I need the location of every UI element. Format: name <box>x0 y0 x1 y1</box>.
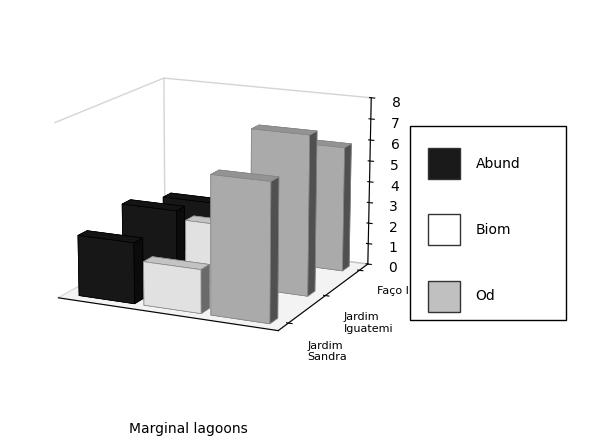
FancyBboxPatch shape <box>410 126 566 320</box>
Text: Od: Od <box>476 289 495 303</box>
Text: Marginal lagoons: Marginal lagoons <box>129 422 248 436</box>
FancyBboxPatch shape <box>428 281 460 312</box>
Text: Biom: Biom <box>476 223 511 237</box>
FancyBboxPatch shape <box>428 148 460 179</box>
Text: Abund: Abund <box>476 156 520 171</box>
FancyBboxPatch shape <box>428 214 460 245</box>
